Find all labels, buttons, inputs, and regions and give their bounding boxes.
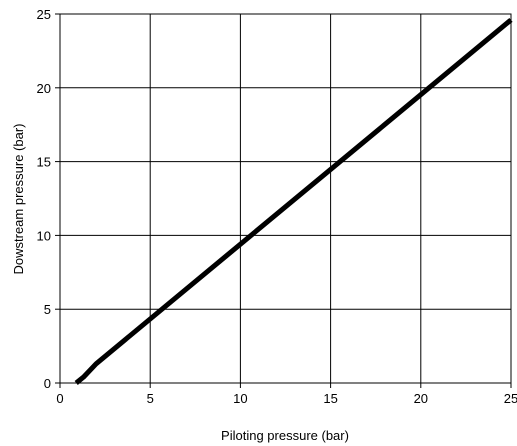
y-tick-label: 10 (37, 228, 51, 243)
y-tick-label: 0 (44, 376, 51, 391)
x-tick-label: 15 (323, 391, 337, 406)
y-axis-label: Dowstream pressure (bar) (11, 124, 26, 275)
series-line (74, 17, 513, 385)
grid (59, 13, 512, 384)
plot-frame (59, 13, 512, 384)
y-tick-label: 5 (44, 302, 51, 317)
x-tick-label: 10 (233, 391, 247, 406)
x-tick-label: 20 (414, 391, 428, 406)
series-group (74, 17, 513, 385)
x-axis-label: Piloting pressure (bar) (221, 428, 349, 443)
x-tick-label: 0 (56, 391, 63, 406)
x-tick-label: 5 (147, 391, 154, 406)
ticks: 0 5 10 15 20 25 0 5 10 15 20 25 (37, 7, 517, 406)
y-tick-label: 25 (37, 7, 51, 22)
x-tick-label: 25 (504, 391, 517, 406)
y-tick-label: 15 (37, 155, 51, 170)
y-tick-label: 20 (37, 81, 51, 96)
